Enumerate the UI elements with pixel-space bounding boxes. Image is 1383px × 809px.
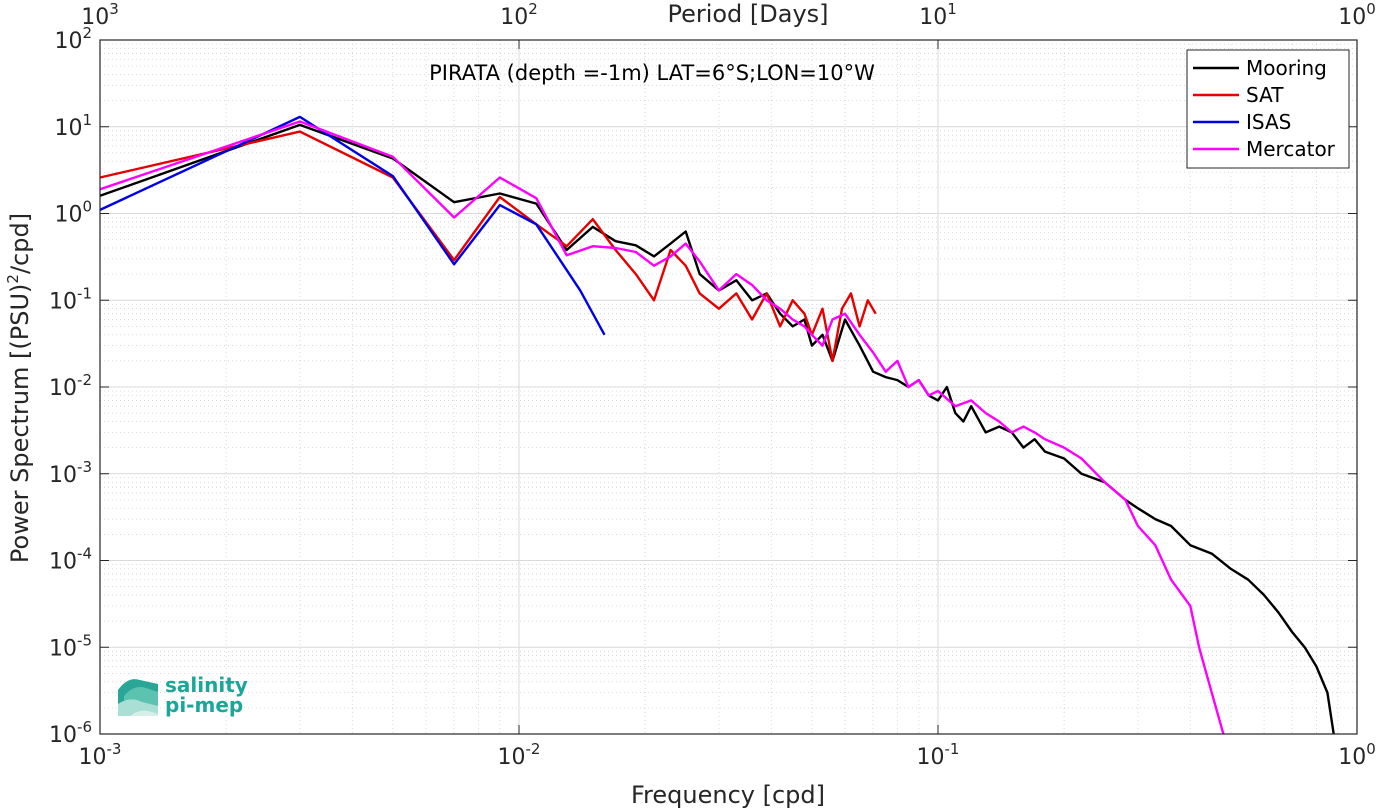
logo-line-2: pi-mep <box>165 693 243 717</box>
y-tick-label: 10-5 <box>49 631 92 661</box>
major-grid <box>100 40 1357 734</box>
top-axis-label: Period [Days] <box>667 0 828 28</box>
y-tick-label: 100 <box>54 198 92 228</box>
legend-label-isas: ISAS <box>1246 110 1291 134</box>
y-tick-label: 102 <box>54 24 92 54</box>
top-tick-label: 100 <box>1338 0 1376 30</box>
y-axis-label-sup: 2 <box>4 274 22 284</box>
logo-wave-icon <box>118 679 158 716</box>
y-tick-label: 10-2 <box>49 371 92 401</box>
legend-label-mercator: Mercator <box>1246 137 1336 161</box>
minor-grid <box>100 40 1357 734</box>
series-line-sat <box>99 130 877 363</box>
series-layer <box>99 115 1335 735</box>
top-tick-label: 101 <box>919 0 957 30</box>
x-tick-label: 100 <box>1338 740 1376 770</box>
salinity-pi-mep-logo: salinity pi-mep <box>118 673 248 717</box>
logo-line-1: salinity <box>165 673 248 697</box>
y-tick-label: 10-6 <box>49 718 92 748</box>
series-line-mercator <box>99 120 1225 735</box>
x-tick-label: 10-3 <box>79 740 122 770</box>
y-axis-label-tail: /cpd] <box>6 213 34 274</box>
legend-label-sat: SAT <box>1246 83 1284 107</box>
y-tick-label: 101 <box>54 111 92 141</box>
top-tick-label: 103 <box>81 0 119 30</box>
legend: Mooring SAT ISAS Mercator <box>1186 49 1350 169</box>
y-axis-label: Power Spectrum [(PSU)2/cpd] <box>4 213 34 563</box>
chart-title: PIRATA (depth =-1m) LAT=6°S;LON=10°W <box>429 61 875 85</box>
legend-label-mooring: Mooring <box>1246 56 1327 80</box>
x-tick-label: 10-1 <box>917 740 960 770</box>
y-tick-label: 10-3 <box>49 458 92 488</box>
y-tick-label: 10-4 <box>49 545 92 575</box>
y-tick-label: 10-1 <box>49 284 92 314</box>
top-tick-label: 102 <box>500 0 538 30</box>
x-tick-label: 10-2 <box>498 740 541 770</box>
y-axis-label-main: Power Spectrum [(PSU) <box>6 284 34 563</box>
x-axis-label: Frequency [cpd] <box>631 781 825 809</box>
